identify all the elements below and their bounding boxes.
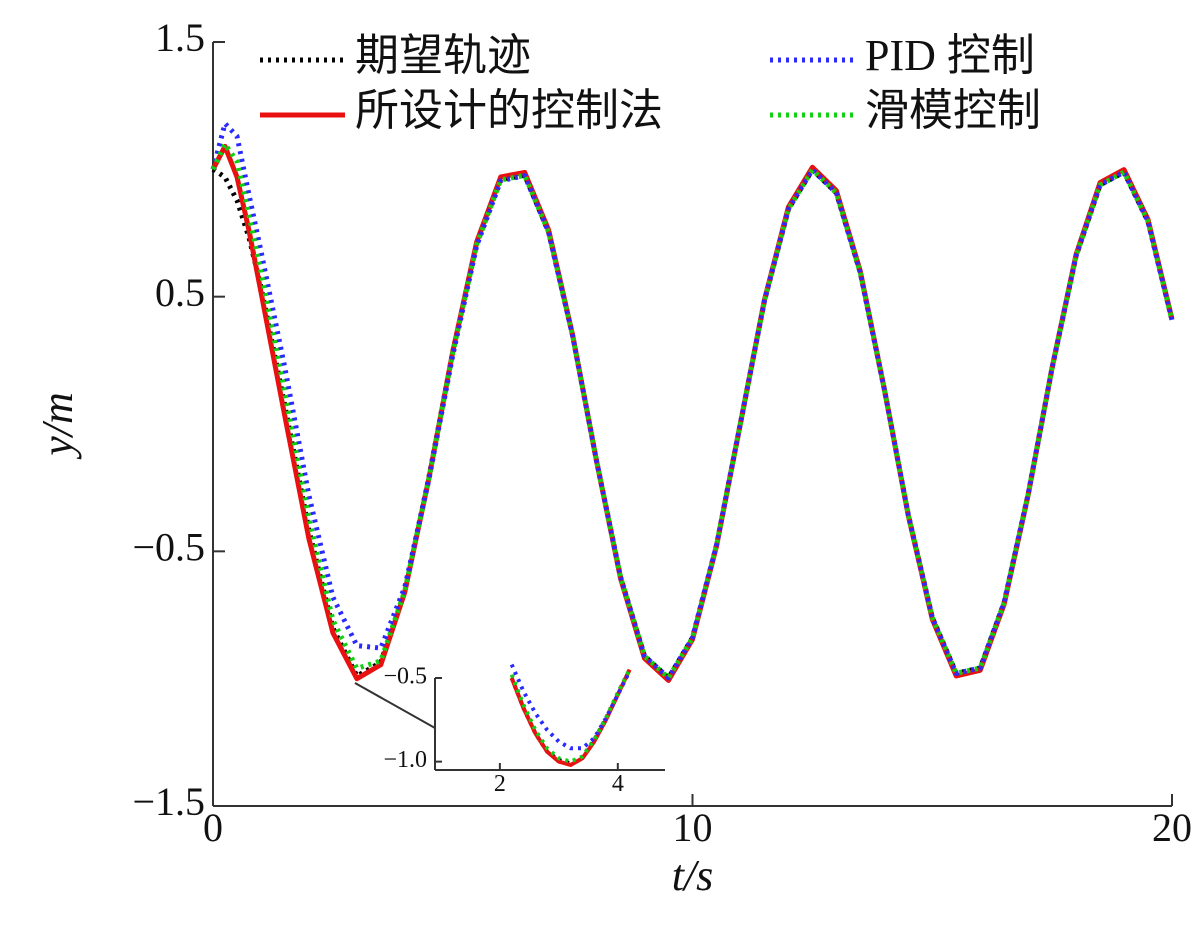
x-tick-label: 10 [673,805,713,850]
legend-label: 期望轨迹 [355,31,531,80]
y-tick-label: −0.5 [132,525,205,570]
legend-label: 所设计的控制法 [355,86,663,135]
x-tick-label: 4 [612,771,624,797]
series-line [509,668,632,764]
x-tick-label: 20 [1152,805,1192,850]
x-tick-label: 2 [494,771,506,797]
series-line [211,167,1175,681]
y-axis-label: y/m [33,392,82,460]
zoom-connector [354,682,436,729]
y-tick-label: 1.5 [155,15,205,60]
plot-area [210,121,1175,683]
series-line [210,143,1175,683]
series-line [210,121,1175,681]
series-line [210,141,1175,681]
x-axis-label: t/s [672,851,714,900]
series-line [509,668,632,767]
plot-area [509,663,632,767]
legend-label: PID 控制 [865,31,1035,80]
y-tick-label: −0.5 [383,664,427,690]
y-tick-label: −1.0 [383,747,427,773]
legend-label: 滑模控制 [865,86,1041,135]
series-line [509,663,632,751]
y-tick-label: −1.5 [132,779,205,824]
y-tick-label: 0.5 [155,270,205,315]
x-tick-label: 0 [203,805,223,850]
